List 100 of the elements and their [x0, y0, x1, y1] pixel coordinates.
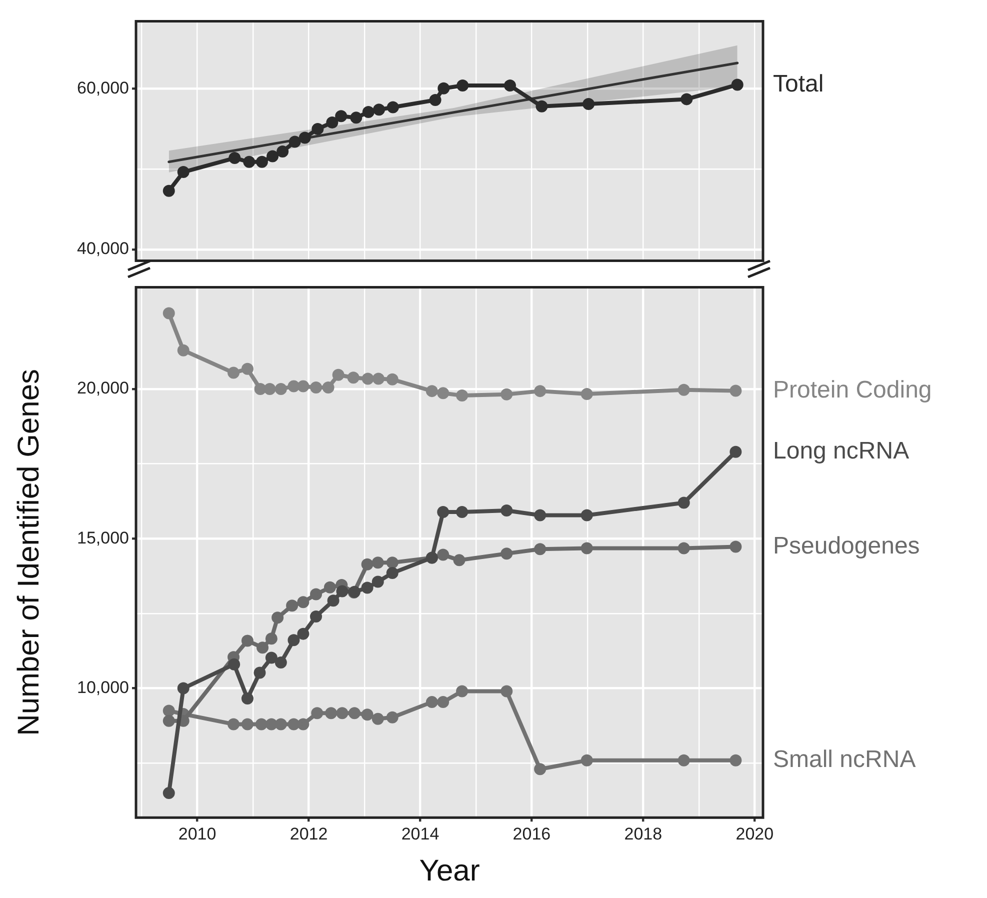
- series-label: Long ncRNA: [773, 437, 910, 464]
- point: [504, 80, 516, 92]
- point: [536, 100, 548, 112]
- point: [256, 156, 268, 168]
- point: [255, 718, 268, 730]
- y-tick-label: 10,000: [77, 678, 129, 697]
- point: [456, 390, 468, 402]
- point: [361, 708, 374, 721]
- point: [288, 718, 300, 730]
- point: [241, 634, 254, 647]
- point: [426, 696, 438, 708]
- point: [241, 692, 254, 704]
- point: [327, 594, 340, 607]
- point: [288, 380, 300, 392]
- point: [288, 634, 300, 646]
- point: [386, 373, 398, 386]
- point: [162, 714, 175, 727]
- point: [177, 682, 190, 694]
- point: [288, 136, 301, 148]
- point: [500, 388, 513, 400]
- point: [310, 381, 322, 394]
- point: [228, 658, 240, 670]
- point: [264, 382, 276, 395]
- y-tick-label: 40,000: [77, 239, 129, 258]
- point: [580, 509, 593, 522]
- point: [438, 82, 450, 94]
- point: [297, 596, 310, 608]
- point: [336, 707, 348, 720]
- point: [325, 707, 338, 720]
- point: [386, 556, 398, 569]
- point: [680, 93, 693, 106]
- point: [534, 385, 546, 398]
- point: [386, 567, 398, 580]
- point: [266, 150, 279, 162]
- point: [350, 112, 362, 124]
- y-tick-label: 15,000: [77, 528, 129, 548]
- point: [177, 344, 190, 356]
- point: [265, 652, 278, 664]
- point: [456, 685, 468, 698]
- point: [361, 558, 374, 570]
- point: [582, 98, 595, 110]
- x-tick-label: 2012: [290, 824, 328, 844]
- point: [297, 628, 310, 640]
- point: [332, 368, 344, 381]
- x-tick-label: 2014: [401, 824, 440, 844]
- point: [348, 707, 360, 720]
- point: [456, 506, 468, 518]
- point: [500, 548, 513, 560]
- x-tick-label: 2018: [624, 824, 662, 844]
- point: [580, 754, 593, 766]
- point: [162, 787, 175, 800]
- point: [162, 307, 175, 320]
- point: [312, 122, 324, 135]
- point: [297, 718, 310, 730]
- point: [310, 610, 322, 622]
- point: [241, 362, 254, 375]
- point: [429, 94, 442, 106]
- point: [456, 80, 469, 92]
- point: [386, 711, 398, 724]
- point: [437, 548, 450, 561]
- point: [241, 718, 254, 730]
- point: [254, 382, 266, 395]
- point: [372, 556, 384, 569]
- point: [500, 504, 513, 516]
- point: [678, 496, 690, 509]
- point: [730, 384, 742, 397]
- point: [265, 632, 278, 645]
- point: [272, 612, 284, 624]
- point: [326, 116, 338, 129]
- point: [228, 366, 240, 379]
- point: [373, 104, 385, 116]
- point: [297, 380, 310, 392]
- point: [437, 506, 450, 518]
- series-label: Small ncRNA: [773, 746, 916, 774]
- series-label: Protein Coding: [773, 376, 932, 404]
- point: [678, 754, 690, 766]
- point: [265, 718, 278, 730]
- point: [361, 582, 374, 594]
- point: [256, 642, 269, 654]
- point: [362, 372, 374, 385]
- x-tick-label: 2010: [178, 824, 216, 844]
- point: [730, 754, 742, 766]
- series-label: Total: [773, 70, 824, 98]
- x-tick-label: 2020: [736, 824, 774, 844]
- point: [335, 110, 348, 122]
- point: [298, 132, 311, 144]
- point: [731, 78, 744, 91]
- point: [453, 554, 466, 566]
- x-axis-title: Year: [419, 854, 480, 888]
- point: [678, 542, 690, 554]
- point: [730, 540, 742, 553]
- point: [534, 543, 546, 556]
- point: [228, 718, 240, 730]
- y-axis-title: Number of Identified Genes: [12, 368, 46, 736]
- point: [286, 600, 298, 612]
- point: [362, 106, 374, 118]
- point: [437, 387, 450, 400]
- point: [534, 509, 546, 522]
- point: [243, 156, 256, 168]
- point: [386, 101, 399, 114]
